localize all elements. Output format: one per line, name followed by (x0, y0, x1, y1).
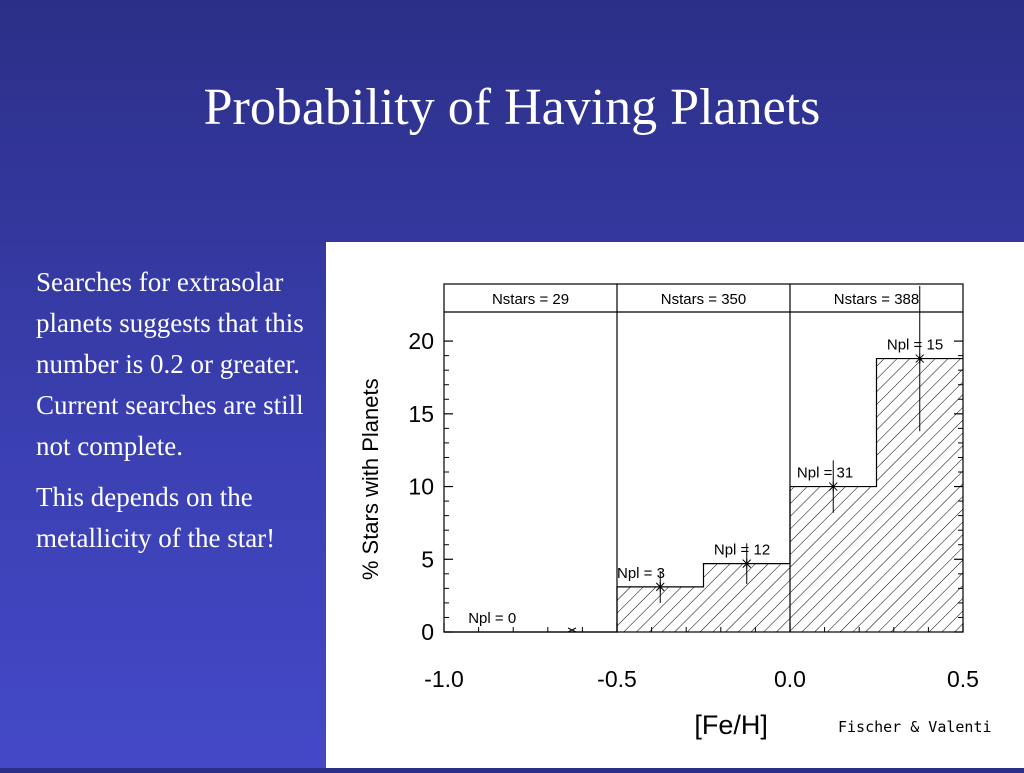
group-label-2: Nstars = 388 (834, 291, 919, 308)
x-axis-label: [Fe/H] (694, 710, 768, 740)
y-tick-label-2: 10 (408, 474, 434, 500)
bin-label-0: Npl = 0 (468, 610, 516, 627)
y-tick-label-0: 0 (421, 619, 434, 645)
data-point-4 (828, 481, 838, 492)
bin-label-3: Npl = 31 (797, 465, 853, 482)
y-tick-label-1: 5 (421, 546, 434, 572)
y-tick-label-3: 15 (408, 401, 434, 427)
y-axis-label: % Stars with Planets (358, 378, 383, 580)
slide-title: Probability of Having Planets (203, 79, 821, 136)
bin-label-1: Npl = 3 (617, 565, 665, 582)
x-tick-label-1: -0.5 (597, 666, 637, 692)
x-tick-label-3: 0.5 (947, 666, 979, 692)
bullet-list: Searches for extrasolar planets suggests… (36, 262, 306, 569)
bullet-1: Searches for extrasolar planets suggests… (36, 267, 304, 461)
group-label-1: Nstars = 350 (661, 291, 746, 308)
bin-label-2: Npl = 12 (714, 542, 770, 559)
credit-label: Fischer & Valenti (838, 718, 992, 736)
x-tick-label-0: -1.0 (424, 666, 464, 692)
data-point-3 (742, 558, 752, 569)
y-tick-label-4: 20 (408, 328, 434, 354)
data-point-zero-bin (567, 627, 577, 633)
bin-label-4: Npl = 15 (887, 337, 943, 354)
group-label-0: Nstars = 29 (492, 291, 569, 308)
bullet-2: This depends on the metallicity of the s… (36, 482, 276, 553)
plot-frame (443, 283, 964, 633)
x-tick-label-2: 0.0 (774, 666, 806, 692)
data-point-2 (655, 581, 665, 592)
data-point-5 (915, 353, 925, 364)
figure-panel: Nstars = 29 Nstars = 350 Nstars = 388 0 5 10 1… (326, 242, 1024, 768)
planet-probability-histogram: Nstars = 29 Nstars = 350 Nstars = 388 0 5 10 1… (358, 283, 992, 740)
